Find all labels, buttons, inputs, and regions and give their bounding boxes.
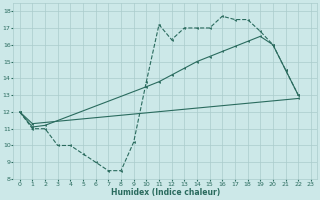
X-axis label: Humidex (Indice chaleur): Humidex (Indice chaleur) xyxy=(111,188,220,197)
